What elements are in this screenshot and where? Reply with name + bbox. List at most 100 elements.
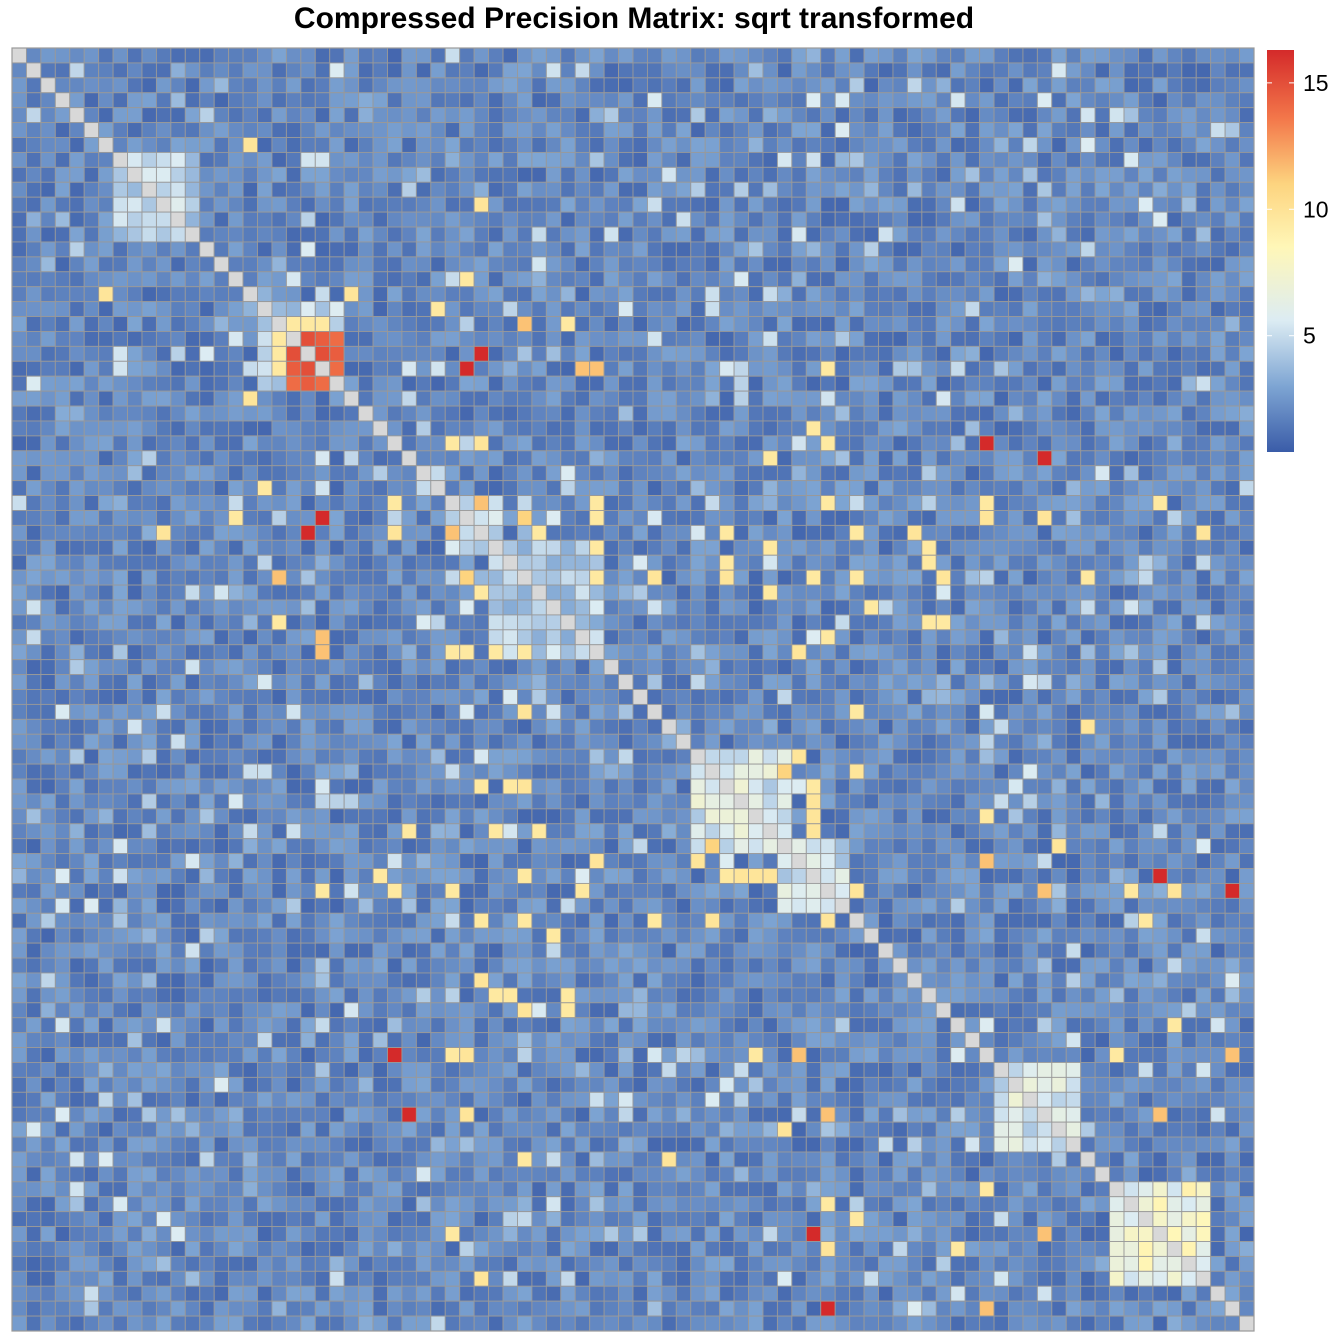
heatmap-cell (170, 151, 186, 168)
heatmap-cell (488, 495, 504, 511)
heatmap-cell (1152, 196, 1168, 213)
heatmap-cell (459, 897, 475, 914)
heatmap-cell (979, 778, 995, 795)
heatmap-cell (387, 301, 403, 317)
heatmap-cell (863, 659, 879, 676)
heatmap-cell (387, 137, 403, 153)
heatmap-cell (1022, 211, 1038, 228)
heatmap-cell (228, 733, 244, 750)
heatmap-diagonal-cell (545, 599, 562, 616)
heatmap-cell (531, 420, 547, 437)
heatmap-cell (40, 897, 56, 914)
heatmap-cell (444, 554, 461, 571)
heatmap-cell (271, 271, 287, 288)
heatmap-cell (675, 375, 692, 392)
heatmap-cell (228, 405, 244, 422)
heatmap-cell (54, 122, 71, 138)
heatmap-cell (459, 718, 475, 735)
heatmap-cell (1022, 92, 1038, 109)
heatmap-cell (199, 703, 215, 720)
heatmap-cell (733, 166, 749, 183)
heatmap-cell (574, 614, 591, 631)
heatmap-cell (603, 47, 620, 64)
heatmap-cell (1152, 316, 1168, 332)
heatmap-cell (1123, 166, 1139, 183)
heatmap-cell (675, 763, 692, 780)
heatmap-cell (979, 345, 995, 362)
heatmap-cell (141, 614, 157, 631)
heatmap-cell (40, 316, 56, 332)
heatmap-cell (545, 405, 562, 422)
heatmap-cell (1094, 718, 1111, 735)
heatmap-cell (1239, 539, 1255, 556)
heatmap-cell (690, 674, 706, 690)
heatmap-cell (733, 405, 749, 422)
heatmap-cell (387, 733, 403, 750)
heatmap-cell (979, 868, 995, 884)
heatmap-cell (560, 495, 576, 511)
heatmap-cell (675, 435, 692, 452)
heatmap-cell (25, 345, 42, 362)
heatmap-cell (343, 47, 360, 64)
heatmap-cell (791, 733, 807, 750)
heatmap-cell (517, 92, 533, 109)
heatmap-cell (228, 465, 244, 482)
heatmap-cell (849, 882, 865, 899)
heatmap-cell (1239, 241, 1255, 258)
heatmap-cell (1152, 763, 1168, 780)
heatmap-cell (40, 181, 56, 198)
heatmap-cell (964, 435, 981, 452)
heatmap-cell (1138, 77, 1154, 94)
heatmap-cell (863, 331, 879, 347)
heatmap-cell (1109, 375, 1125, 392)
heatmap-cell (574, 92, 591, 109)
heatmap-cell (733, 62, 749, 79)
heatmap-cell (935, 823, 952, 840)
heatmap-cell (127, 196, 143, 213)
heatmap-cell (560, 360, 576, 377)
heatmap-diagonal-cell (228, 271, 244, 288)
heatmap-cell (632, 137, 648, 153)
heatmap-cell (1094, 331, 1111, 347)
heatmap-cell (719, 271, 735, 288)
heatmap-cell (314, 420, 331, 437)
heatmap-cell (748, 420, 764, 437)
heatmap-cell (906, 554, 923, 571)
heatmap-cell (618, 733, 634, 750)
heatmap-cell (748, 539, 764, 556)
heatmap-cell (69, 868, 85, 884)
heatmap-cell (300, 196, 316, 213)
heatmap-cell (1224, 689, 1241, 705)
heatmap-cell (993, 674, 1009, 690)
heatmap-cell (849, 92, 865, 109)
heatmap-cell (1109, 122, 1125, 138)
heatmap-cell (473, 211, 490, 228)
heatmap-cell (387, 450, 403, 467)
heatmap-cell (314, 823, 331, 840)
heatmap-cell (1181, 151, 1197, 168)
heatmap-cell (1094, 748, 1111, 765)
heatmap-cell (589, 226, 605, 243)
heatmap-cell (1138, 495, 1154, 511)
heatmap-cell (213, 614, 230, 631)
heatmap-cell (242, 569, 258, 586)
heatmap-cell (387, 495, 403, 511)
heatmap-cell (805, 629, 822, 646)
heatmap-cell (488, 107, 504, 124)
heatmap-cell (748, 838, 764, 855)
heatmap-cell (213, 181, 230, 198)
heatmap-cell (849, 166, 865, 183)
heatmap-cell (1036, 718, 1053, 735)
heatmap-cell (127, 763, 143, 780)
heatmap-cell (1181, 122, 1197, 138)
heatmap-cell (83, 733, 100, 750)
heatmap-cell (762, 718, 778, 735)
heatmap-cell (748, 868, 764, 884)
heatmap-cell (935, 271, 952, 288)
heatmap-cell (878, 92, 894, 109)
heatmap-cell (776, 420, 793, 437)
heatmap-cell (502, 763, 518, 780)
heatmap-cell (531, 778, 547, 795)
heatmap-cell (993, 47, 1009, 64)
heatmap-cell (1094, 793, 1111, 810)
